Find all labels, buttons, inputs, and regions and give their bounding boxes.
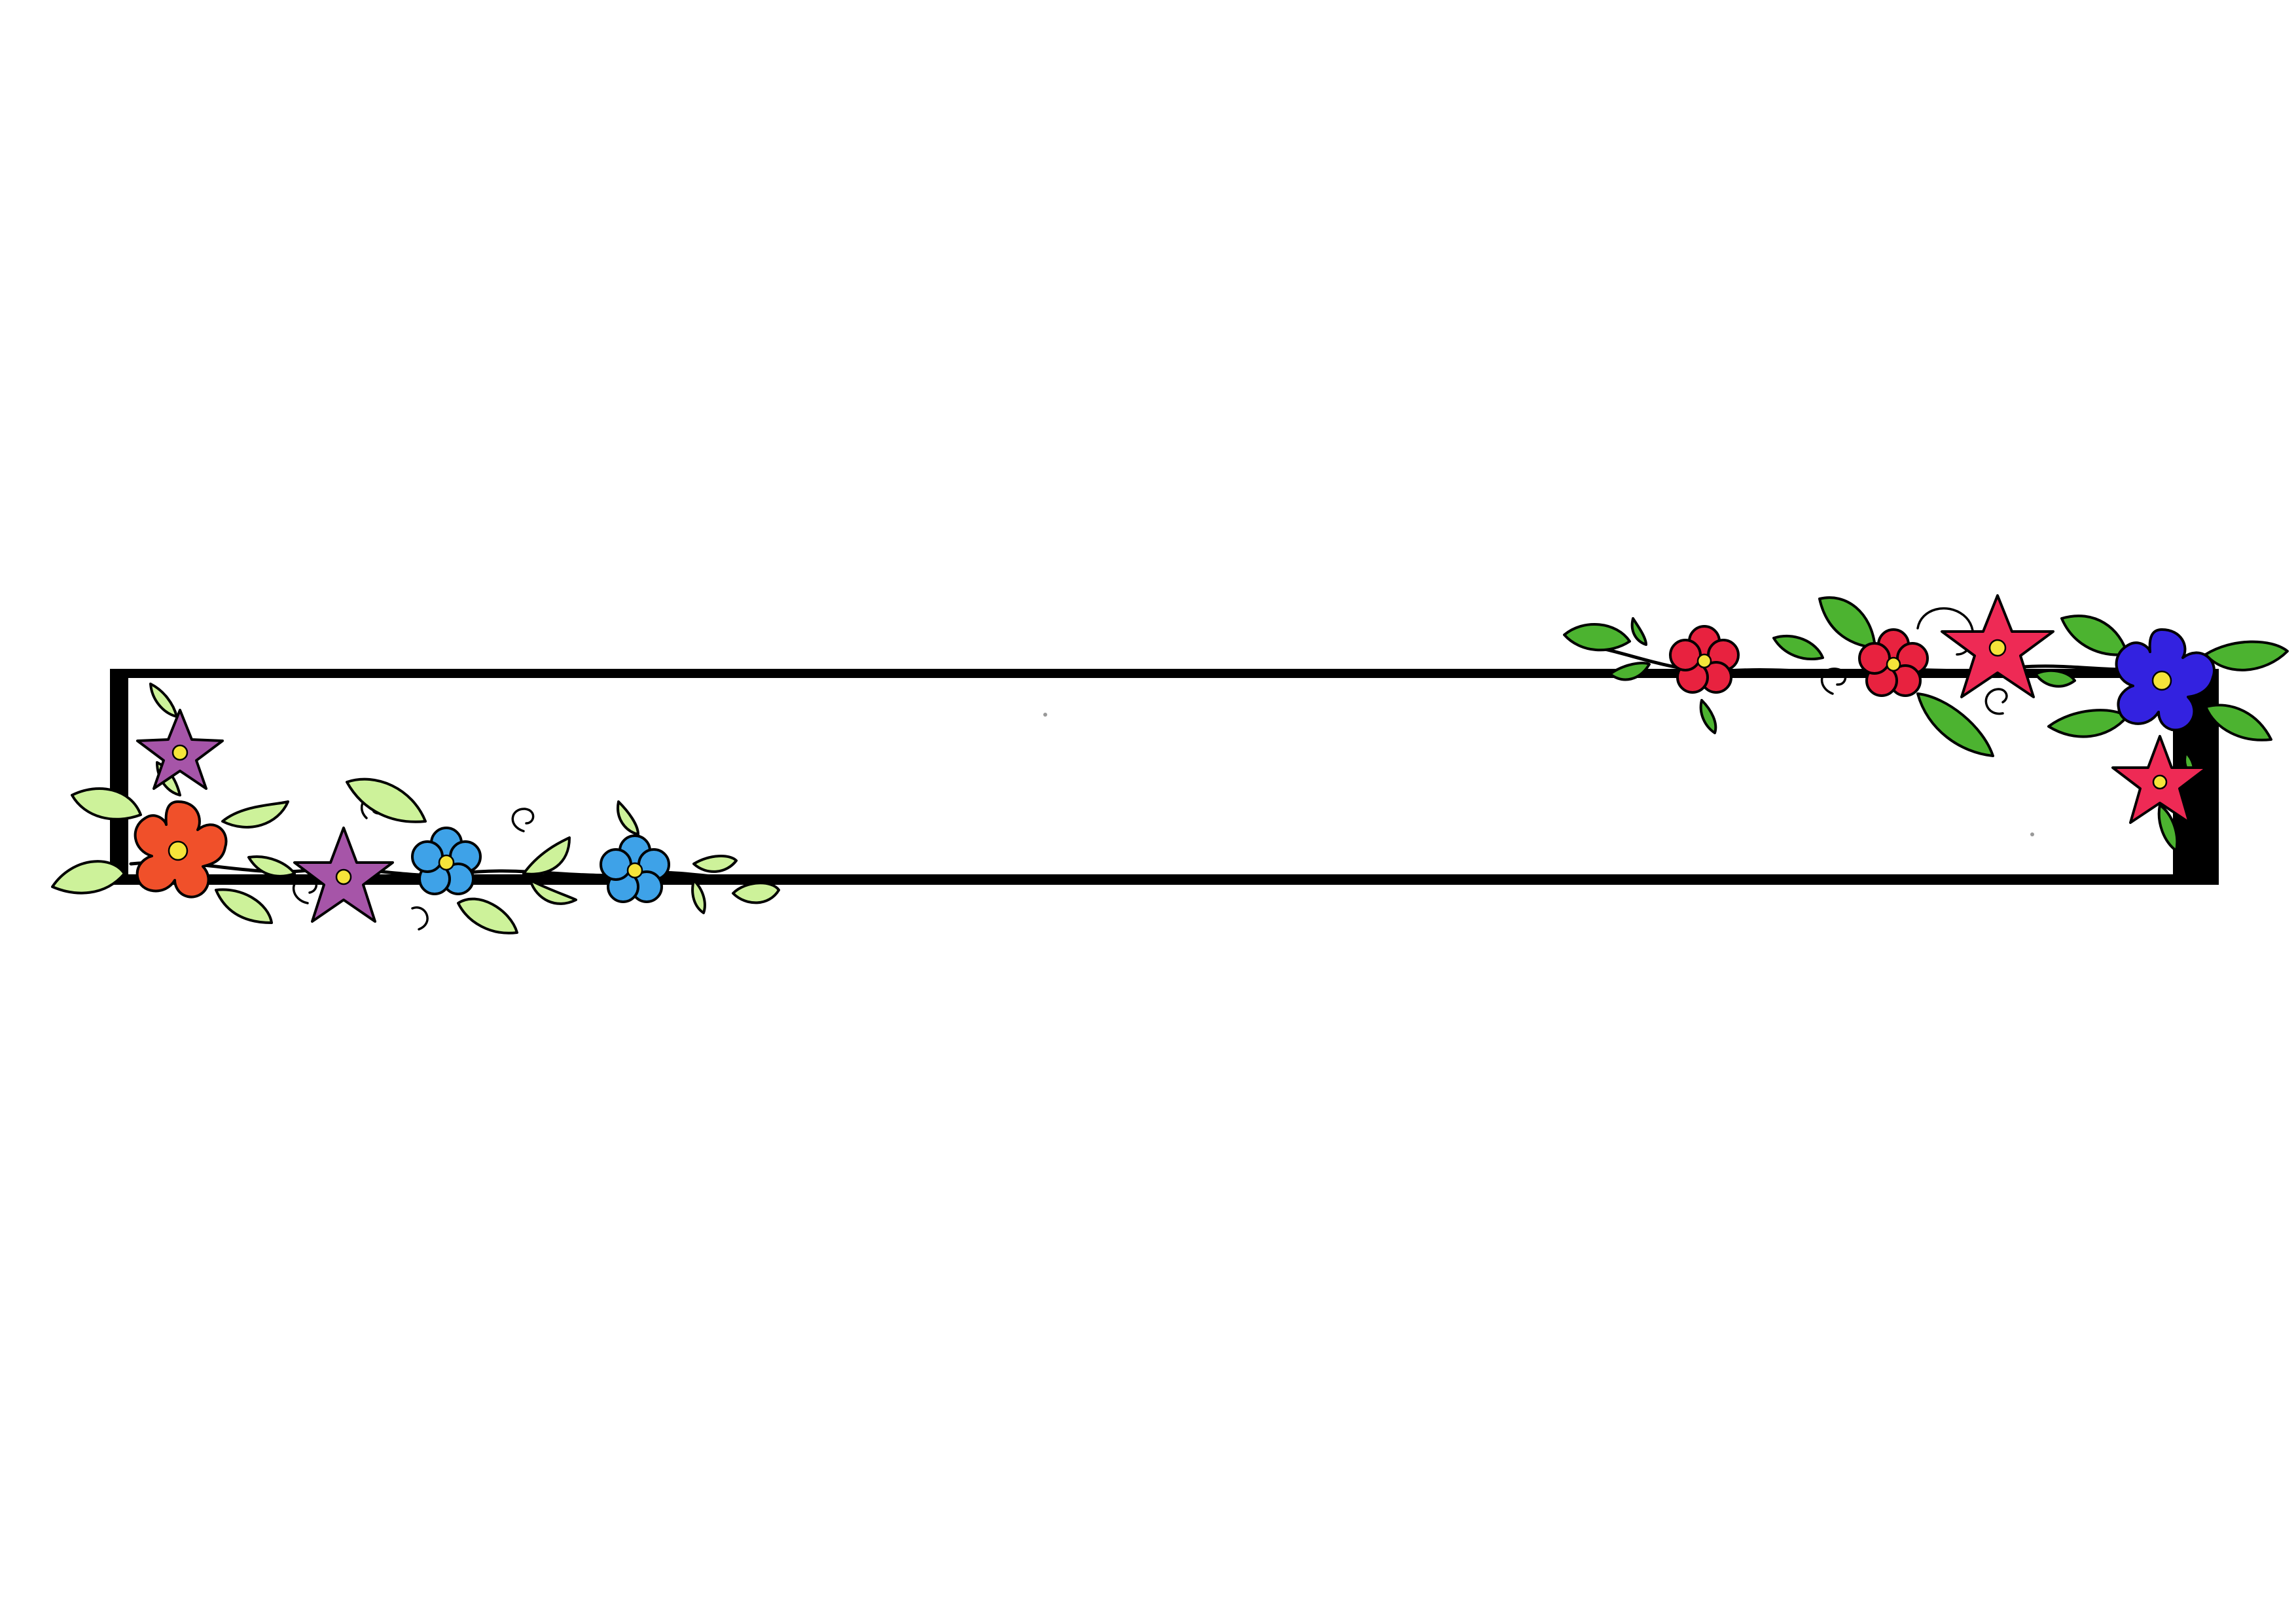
red-flower-icon: [1669, 625, 1740, 694]
blue-flower-icon: [2115, 628, 2215, 732]
right-floral-cluster: [1563, 594, 2289, 852]
purple-star-flower-icon: [293, 827, 394, 923]
speck: [1043, 713, 1047, 717]
purple-star-flower-icon: [136, 709, 224, 790]
blue-flower-icon: [600, 834, 670, 903]
blue-flower-icon: [411, 827, 482, 895]
left-floral-cluster: [51, 683, 780, 935]
orange-flower-icon: [134, 800, 228, 899]
crimson-star-flower-icon: [1941, 594, 2054, 698]
crimson-star-flower-icon: [2111, 735, 2208, 824]
red-flower-icon: [1858, 628, 1929, 697]
leaf-icon: [51, 683, 780, 935]
speck: [2030, 832, 2034, 836]
